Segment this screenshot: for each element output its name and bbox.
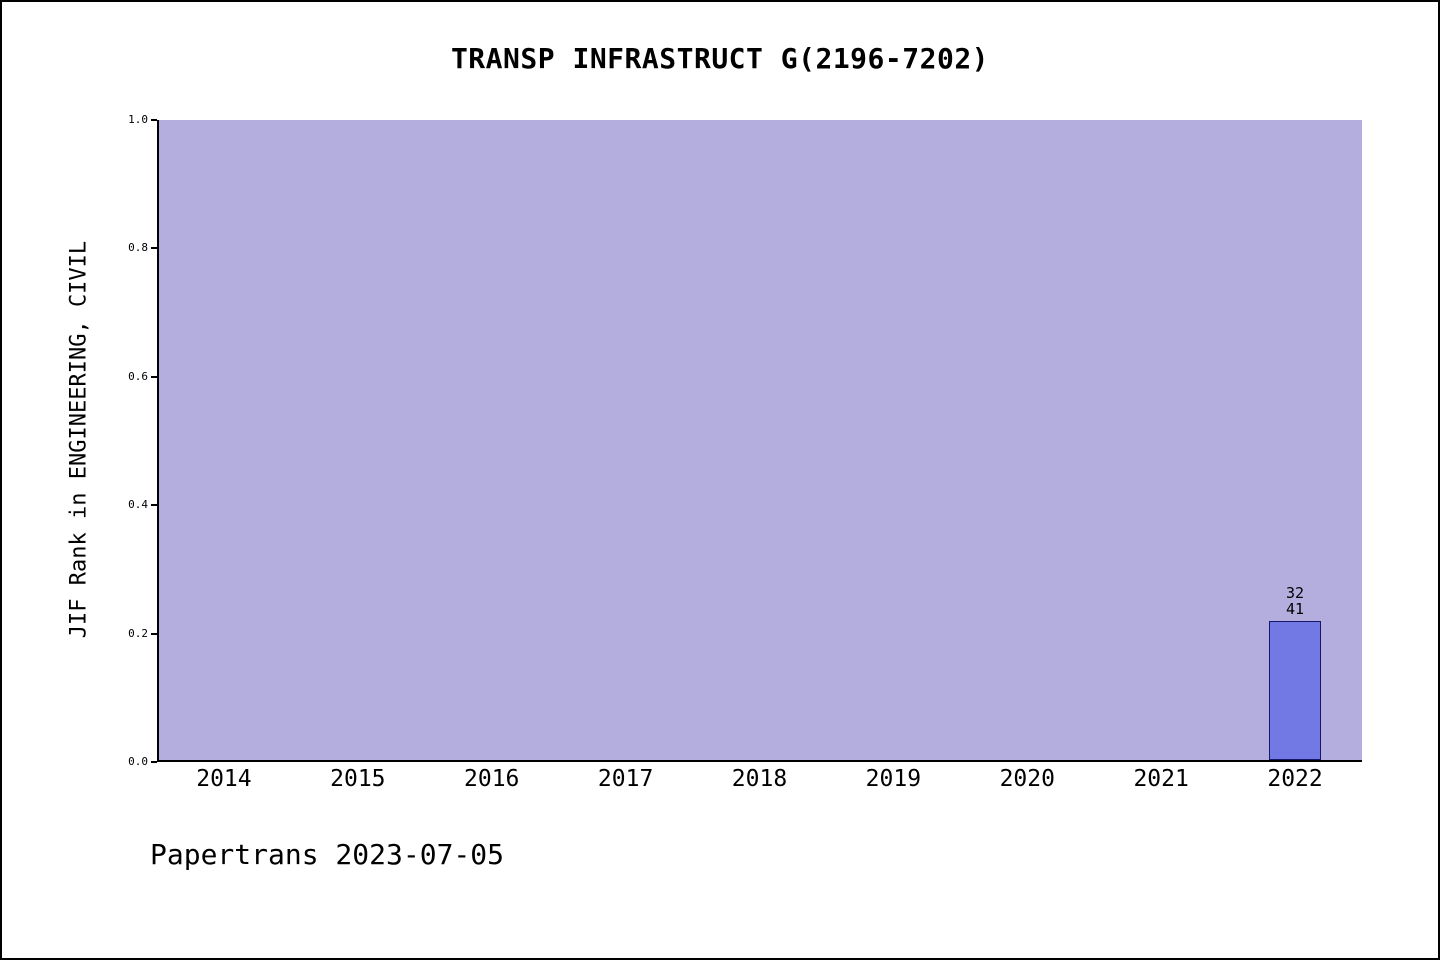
y-tick-label: 0.6 — [128, 369, 148, 383]
x-tick-label: 2019 — [865, 766, 922, 792]
y-tick-label: 1.0 — [128, 113, 148, 126]
bar-annotation: 32 41 — [1255, 585, 1335, 617]
bar-annotation-line: 41 — [1286, 599, 1305, 618]
footer-note: Papertrans 2023-07-05 — [150, 838, 505, 871]
x-tick-label: 2014 — [196, 766, 252, 792]
y-tick-label: 0.2 — [128, 626, 148, 640]
x-tick-label: 2017 — [597, 766, 654, 792]
y-tick-mark — [151, 632, 157, 635]
bar-annotation-line: 32 — [1286, 583, 1305, 602]
bar-2022 — [1269, 620, 1322, 760]
plot-area — [157, 120, 1362, 762]
y-tick-label: 0.0 — [128, 755, 148, 768]
x-tick-label: 2022 — [1267, 766, 1323, 792]
chart-title: TRANSP INFRASTRUCT G(2196-7202) — [450, 42, 990, 75]
y-tick-label: 0.8 — [128, 241, 148, 255]
y-tick-mark — [151, 247, 157, 250]
y-axis-label: JIF Rank in ENGINEERING, CIVIL — [66, 240, 92, 639]
y-tick-label: 0.4 — [128, 498, 148, 512]
x-tick-label: 2016 — [464, 766, 520, 792]
x-tick-label: 2021 — [1133, 766, 1189, 792]
y-tick-mark — [151, 761, 157, 763]
x-tick-label: 2018 — [731, 766, 788, 792]
x-tick-label: 2015 — [330, 766, 386, 792]
y-tick-mark — [151, 119, 157, 121]
x-tick-label: 2020 — [999, 766, 1055, 792]
y-tick-mark — [151, 375, 157, 378]
y-tick-mark — [151, 504, 157, 507]
